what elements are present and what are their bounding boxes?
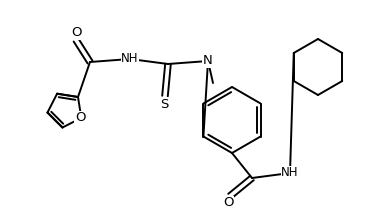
Text: NH: NH	[281, 166, 299, 180]
Text: NH: NH	[121, 52, 139, 66]
Text: O: O	[71, 26, 81, 40]
Text: N: N	[203, 54, 213, 68]
Text: O: O	[223, 197, 233, 209]
Text: S: S	[160, 97, 168, 111]
Text: O: O	[75, 111, 86, 124]
